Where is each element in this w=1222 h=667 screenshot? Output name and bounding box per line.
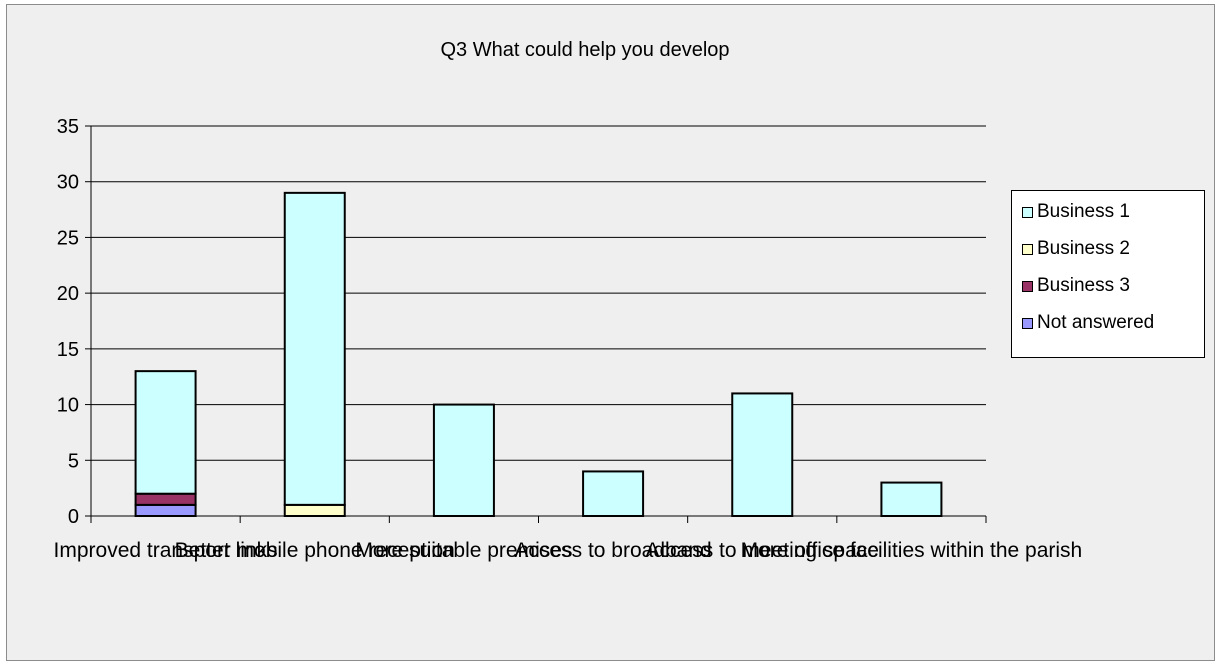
x-tick-label: Improved transport links <box>54 539 278 562</box>
legend-label: Not answered <box>1037 312 1155 333</box>
legend-label: Business 3 <box>1037 275 1130 296</box>
legend: Business 1 Business 2 Business 3 Not answer… <box>1011 190 1205 358</box>
axes <box>85 125 987 523</box>
bar-segment <box>134 370 197 495</box>
chart-title: Q3 What could help you develop <box>440 39 729 61</box>
y-tick-label: 15 <box>57 339 79 361</box>
chart-svg: Q3 What could help you develop 0 5 10 15 20 2… <box>54 39 1083 562</box>
legend-swatch <box>1022 206 1033 218</box>
x-tick-label: More suitable premises <box>355 539 572 562</box>
bar-segment <box>283 191 346 506</box>
y-tick-label: 5 <box>68 450 79 472</box>
bar-segment <box>880 481 943 518</box>
x-tick-label: Access to meeting space <box>646 539 879 562</box>
gridlines <box>91 125 986 461</box>
y-tick-label: 20 <box>57 283 79 305</box>
legend-label: Business 2 <box>1037 238 1130 259</box>
bar-segment <box>283 503 346 518</box>
legend-item: Business 1 <box>1022 201 1130 223</box>
legend-swatch <box>1022 243 1033 255</box>
y-tick-label: 30 <box>57 172 79 194</box>
legend-label: Business 1 <box>1037 201 1130 222</box>
y-tick-label: 35 <box>57 116 79 138</box>
y-tick-label: 0 <box>68 506 79 528</box>
bar-segment <box>432 403 495 518</box>
x-tick-label: More office facilities within the parish <box>741 539 1083 562</box>
x-tick-label: Better mobile phone reception <box>175 539 455 562</box>
x-tick-label: Access to broadband <box>514 539 711 562</box>
y-tick-label: 25 <box>57 227 79 249</box>
legend-swatch <box>1022 280 1033 292</box>
legend-item: Business 2 <box>1022 238 1130 260</box>
y-tick-label: 10 <box>57 395 79 417</box>
bar-segment <box>134 503 197 518</box>
bars <box>134 191 943 518</box>
legend-swatch <box>1022 317 1033 329</box>
bar-segment <box>731 392 794 517</box>
legend-item: Business 3 <box>1022 275 1130 297</box>
bar-segment <box>582 470 645 517</box>
bar-segment <box>134 492 197 506</box>
legend-item: Not answered <box>1022 312 1154 334</box>
tick-labels: 0 5 10 15 20 25 30 35 Improved transport linksBe… <box>54 116 1083 562</box>
chart-area: Q3 What could help you develop 0 5 10 15 20 2… <box>6 4 1215 661</box>
